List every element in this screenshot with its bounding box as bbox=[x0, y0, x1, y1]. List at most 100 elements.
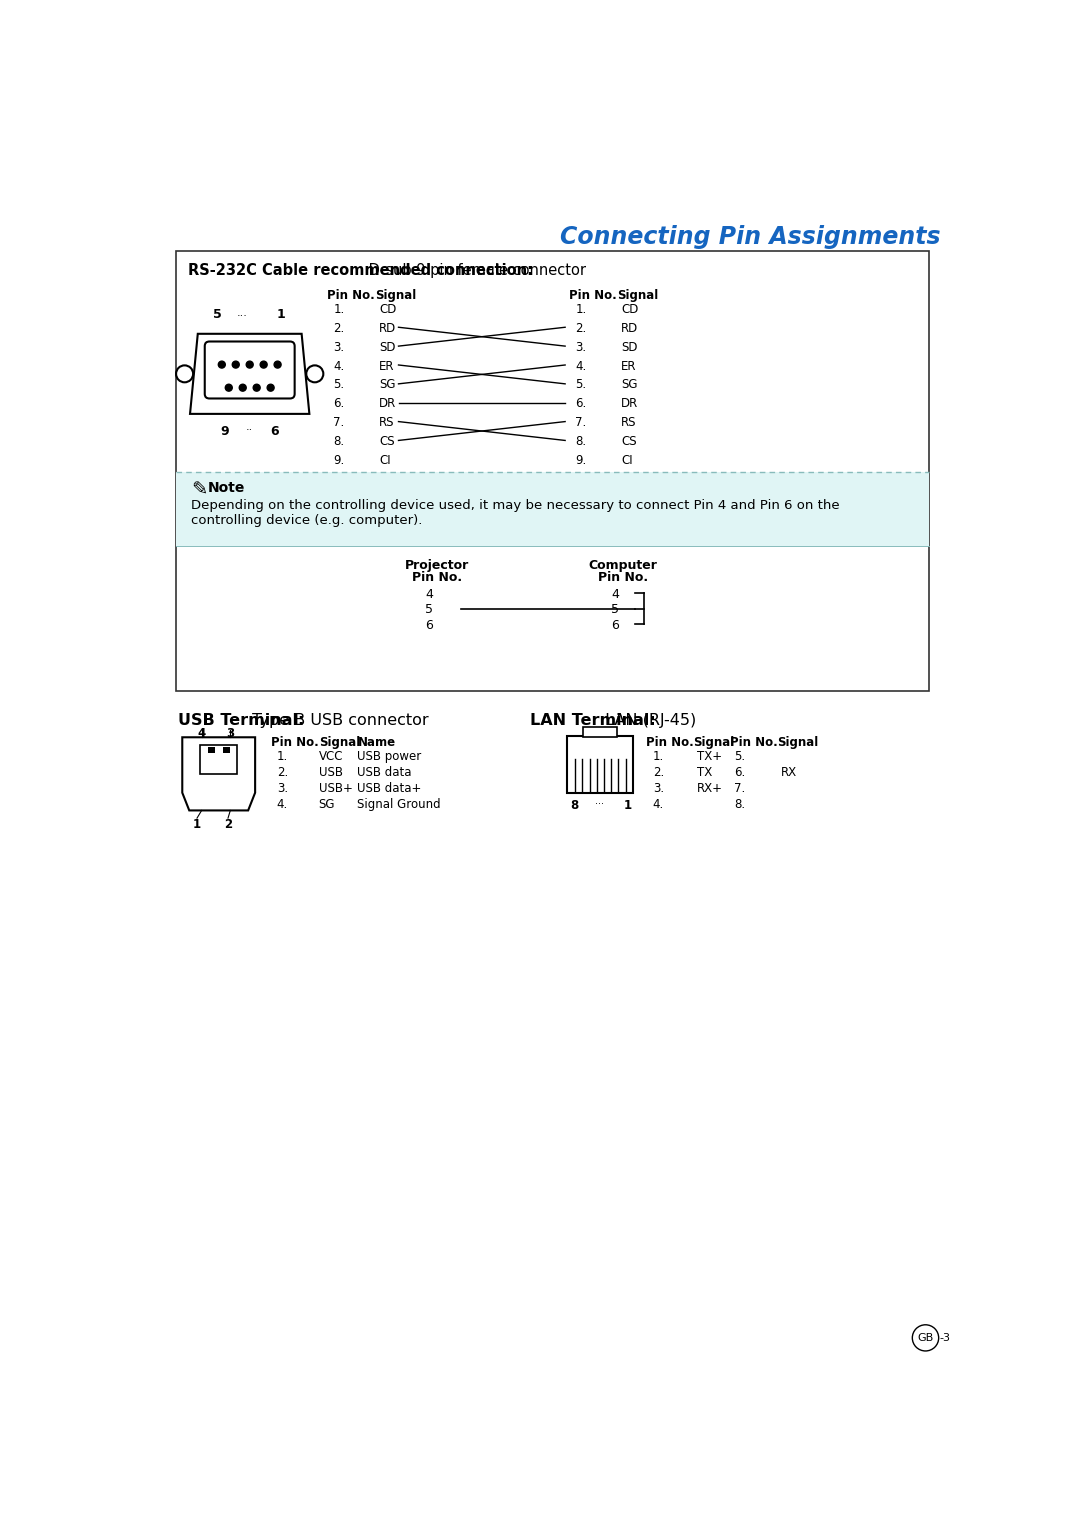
FancyBboxPatch shape bbox=[205, 341, 295, 398]
Circle shape bbox=[260, 361, 267, 369]
Text: 9.: 9. bbox=[334, 454, 345, 466]
Text: LAN Terminal:: LAN Terminal: bbox=[530, 713, 656, 727]
Text: 9: 9 bbox=[220, 425, 229, 437]
Text: Pin No.: Pin No. bbox=[271, 736, 319, 748]
Bar bbox=[207, 747, 215, 753]
Bar bbox=[222, 747, 230, 753]
Bar bbox=[583, 727, 617, 738]
Text: Signal Ground: Signal Ground bbox=[357, 799, 441, 811]
Text: CS: CS bbox=[379, 434, 395, 448]
Text: 2.: 2. bbox=[276, 765, 288, 779]
Text: 5: 5 bbox=[611, 604, 620, 616]
Text: 5.: 5. bbox=[734, 750, 745, 762]
Text: 6: 6 bbox=[611, 619, 620, 632]
Text: ···: ··· bbox=[595, 799, 605, 809]
Text: 2.: 2. bbox=[576, 322, 586, 335]
Polygon shape bbox=[190, 334, 309, 415]
Text: D-sub 9 pin female connector: D-sub 9 pin female connector bbox=[364, 264, 586, 277]
Text: Pin No.: Pin No. bbox=[327, 290, 375, 302]
Text: ER: ER bbox=[379, 360, 394, 372]
Text: 8.: 8. bbox=[576, 434, 586, 448]
Text: 3.: 3. bbox=[652, 782, 664, 796]
Text: 6: 6 bbox=[270, 425, 279, 437]
Text: 1.: 1. bbox=[334, 303, 345, 315]
Text: Name: Name bbox=[357, 736, 395, 748]
Bar bbox=[176, 250, 930, 690]
Text: SD: SD bbox=[621, 341, 637, 354]
Circle shape bbox=[226, 384, 232, 392]
Text: 4.: 4. bbox=[276, 799, 288, 811]
Text: SG: SG bbox=[379, 378, 395, 392]
Text: ···: ··· bbox=[237, 311, 247, 322]
Text: Signal: Signal bbox=[617, 290, 659, 302]
Text: 8.: 8. bbox=[734, 799, 745, 811]
Text: RS-232C Cable recommended connection:: RS-232C Cable recommended connection: bbox=[188, 264, 532, 277]
Text: 6.: 6. bbox=[734, 765, 745, 779]
Bar bbox=[200, 745, 238, 774]
Text: controlling device (e.g. computer).: controlling device (e.g. computer). bbox=[191, 514, 422, 527]
Circle shape bbox=[218, 361, 226, 369]
Text: RS: RS bbox=[379, 416, 394, 430]
Text: USB+: USB+ bbox=[319, 782, 352, 796]
Text: CD: CD bbox=[379, 303, 396, 315]
Text: 3.: 3. bbox=[276, 782, 288, 796]
Text: Pin No.: Pin No. bbox=[647, 736, 694, 748]
Text: 4.: 4. bbox=[334, 360, 345, 372]
Text: Signal: Signal bbox=[319, 736, 360, 748]
Text: 3: 3 bbox=[227, 727, 234, 739]
Circle shape bbox=[307, 366, 323, 383]
Text: -3: -3 bbox=[940, 1334, 950, 1343]
Text: 5.: 5. bbox=[576, 378, 586, 392]
Text: 4: 4 bbox=[611, 588, 620, 600]
Circle shape bbox=[913, 1324, 939, 1350]
Text: Depending on the controlling device used, it may be necessary to connect Pin 4 a: Depending on the controlling device used… bbox=[191, 500, 839, 512]
Text: SD: SD bbox=[379, 341, 395, 354]
Text: DR: DR bbox=[621, 398, 638, 410]
Text: 1.: 1. bbox=[576, 303, 586, 315]
Text: 7.: 7. bbox=[576, 416, 586, 430]
Text: Pin No.: Pin No. bbox=[413, 572, 462, 584]
Text: 4.: 4. bbox=[576, 360, 586, 372]
Text: Signal: Signal bbox=[693, 736, 734, 748]
Text: 6.: 6. bbox=[576, 398, 586, 410]
Text: Pin No.: Pin No. bbox=[730, 736, 778, 748]
Text: ··: ·· bbox=[246, 425, 254, 434]
Text: RS: RS bbox=[621, 416, 636, 430]
Text: 8.: 8. bbox=[334, 434, 345, 448]
Text: 6.: 6. bbox=[334, 398, 345, 410]
Text: 8: 8 bbox=[570, 799, 579, 812]
Text: USB Terminal:: USB Terminal: bbox=[177, 713, 303, 727]
Polygon shape bbox=[183, 738, 255, 811]
Text: SG: SG bbox=[621, 378, 637, 392]
Text: RX+: RX+ bbox=[697, 782, 723, 796]
Circle shape bbox=[232, 361, 240, 369]
Text: 3.: 3. bbox=[334, 341, 345, 354]
Text: Pin No.: Pin No. bbox=[569, 290, 617, 302]
Text: 5: 5 bbox=[426, 604, 433, 616]
Text: CD: CD bbox=[621, 303, 638, 315]
Text: 2.: 2. bbox=[334, 322, 345, 335]
Bar bbox=[567, 736, 633, 794]
Bar bbox=[176, 471, 930, 546]
Text: Computer: Computer bbox=[589, 559, 658, 572]
Text: TX: TX bbox=[697, 765, 712, 779]
Text: 2: 2 bbox=[224, 818, 232, 831]
Circle shape bbox=[274, 361, 281, 369]
Text: 1.: 1. bbox=[276, 750, 288, 762]
Text: 7.: 7. bbox=[334, 416, 345, 430]
Text: CI: CI bbox=[379, 454, 391, 466]
Text: 9.: 9. bbox=[576, 454, 586, 466]
Circle shape bbox=[240, 384, 246, 392]
Text: 4: 4 bbox=[198, 727, 206, 739]
Text: USB data: USB data bbox=[357, 765, 411, 779]
Text: ✎: ✎ bbox=[191, 482, 207, 500]
Text: CS: CS bbox=[621, 434, 636, 448]
Text: RD: RD bbox=[621, 322, 638, 335]
Text: 1: 1 bbox=[624, 799, 632, 812]
Text: 4: 4 bbox=[426, 588, 433, 600]
Text: USB: USB bbox=[319, 765, 342, 779]
Text: SG: SG bbox=[319, 799, 335, 811]
Text: DR: DR bbox=[379, 398, 396, 410]
Text: Projector: Projector bbox=[405, 559, 470, 572]
Text: Signal: Signal bbox=[375, 290, 417, 302]
